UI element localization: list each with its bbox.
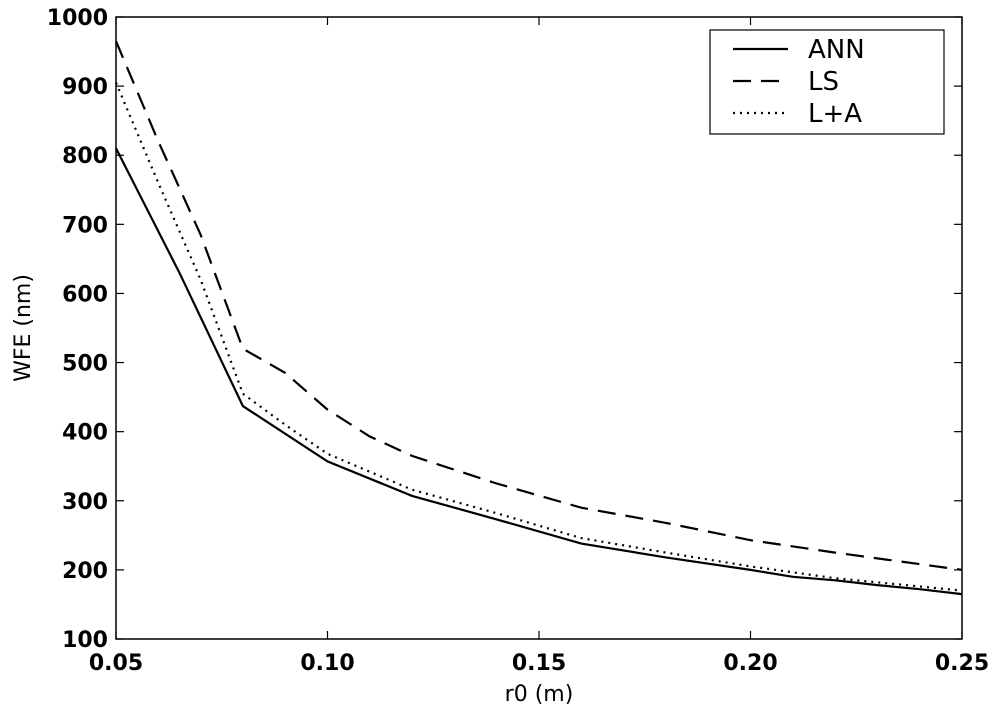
y-tick-label: 200 [62,559,108,584]
series-line-l-a [114,82,963,592]
y-axis-label: WFE (nm) [11,274,36,382]
x-tick-label: 0.15 [512,651,566,676]
x-tick-label: 0.05 [89,651,143,676]
x-tick-label: 0.10 [300,651,354,676]
legend-label: ANN [808,35,865,65]
y-tick-label: 900 [62,75,108,100]
x-tick-label: 0.25 [935,651,989,676]
y-tick-label: 300 [62,490,108,515]
y-tick-label: 1000 [47,6,108,31]
y-tick-label: 400 [62,421,108,446]
series-line-ls [114,40,963,571]
x-axis-label: r0 (m) [505,682,574,707]
y-tick-label: 100 [62,628,108,653]
legend-label: LS [808,67,839,97]
y-tick-label: 500 [62,352,108,377]
legend-label: L+A [808,99,862,129]
series-line-ann [115,147,963,596]
y-tick-label: 800 [62,144,108,169]
x-tick-label: 0.20 [723,651,777,676]
series-layer [114,40,963,596]
y-tick-label: 600 [62,282,108,307]
y-tick-label: 700 [62,213,108,238]
ticks-layer: 0.05 0.10 0.15 0.20 0.25 100 200 300 400 500 600 70… [47,6,989,676]
